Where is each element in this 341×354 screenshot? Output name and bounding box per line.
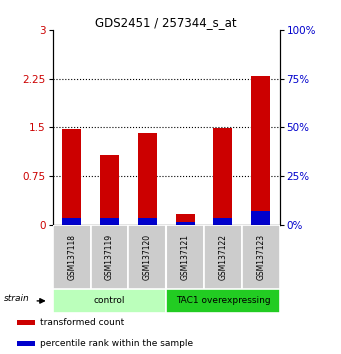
Text: GSM137123: GSM137123	[256, 234, 265, 280]
Bar	[213, 218, 232, 225]
Text: percentile rank within the sample: percentile rank within the sample	[40, 339, 193, 348]
Bar	[251, 75, 270, 225]
Bar	[204, 225, 242, 289]
Text: GSM137121: GSM137121	[181, 234, 190, 280]
Bar	[176, 222, 195, 225]
Bar	[91, 225, 129, 289]
Text: transformed count: transformed count	[40, 318, 124, 327]
Bar	[251, 211, 270, 225]
Bar	[129, 225, 166, 289]
Bar	[53, 225, 91, 289]
Bar	[242, 225, 280, 289]
Bar	[17, 320, 35, 325]
Text: strain: strain	[4, 294, 30, 303]
Bar	[62, 130, 81, 225]
Bar	[100, 218, 119, 225]
Bar	[100, 155, 119, 225]
Bar	[166, 225, 204, 289]
Bar	[17, 341, 35, 346]
Bar	[53, 289, 166, 313]
Text: GSM137122: GSM137122	[219, 234, 227, 280]
Title: GDS2451 / 257344_s_at: GDS2451 / 257344_s_at	[95, 16, 237, 29]
Bar	[62, 218, 81, 225]
Text: control: control	[94, 296, 125, 306]
Text: TAC1 overexpressing: TAC1 overexpressing	[176, 296, 270, 306]
Bar	[213, 128, 232, 225]
Bar	[138, 218, 157, 225]
Text: GSM137120: GSM137120	[143, 234, 152, 280]
Text: GSM137119: GSM137119	[105, 234, 114, 280]
Bar	[166, 289, 280, 313]
Bar	[176, 214, 195, 225]
Text: GSM137118: GSM137118	[67, 234, 76, 280]
Bar	[138, 133, 157, 225]
